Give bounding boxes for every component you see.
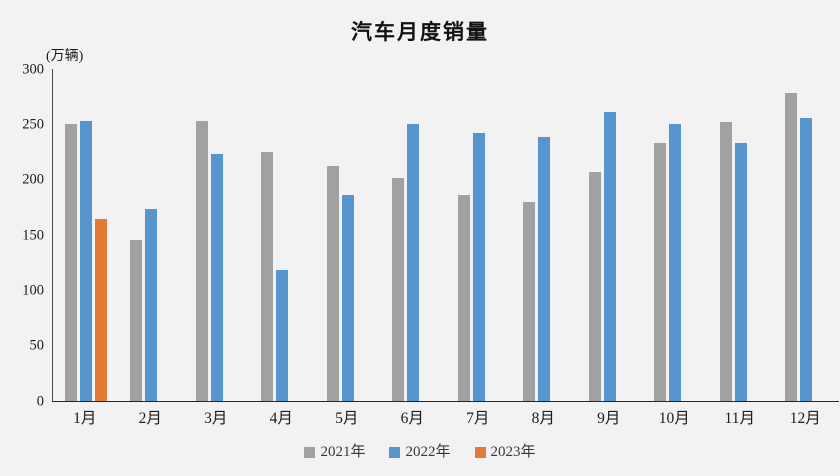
x-axis-label: 4月 bbox=[269, 410, 293, 427]
legend-label: 2021年 bbox=[320, 444, 366, 460]
y-tick-label: 0 bbox=[36, 392, 44, 409]
bar bbox=[407, 124, 420, 401]
bar-group bbox=[119, 69, 185, 401]
bar bbox=[669, 123, 682, 401]
legend-label: 2023年 bbox=[490, 444, 536, 460]
x-axis-labels: 1月 2月 3月 4月 5月 6月 7月 8月 9月 10月 11月 12月 bbox=[52, 406, 838, 428]
x-axis-label: 2月 bbox=[138, 410, 162, 427]
x-axis-label: 6月 bbox=[400, 410, 424, 427]
bar-group bbox=[446, 69, 512, 401]
bar bbox=[523, 201, 536, 401]
bar-group bbox=[708, 69, 774, 401]
bar-group bbox=[512, 69, 578, 401]
y-tick-label: 100 bbox=[22, 282, 44, 299]
legend-item: 2023年 bbox=[474, 444, 536, 460]
bar bbox=[588, 172, 601, 401]
bar bbox=[276, 270, 289, 401]
bar-group bbox=[53, 69, 119, 401]
bar-group bbox=[184, 69, 250, 401]
x-axis-label: 3月 bbox=[204, 410, 228, 427]
bar bbox=[654, 142, 667, 401]
plot-area bbox=[52, 69, 839, 401]
bar-group bbox=[315, 69, 381, 401]
bar bbox=[94, 218, 107, 401]
legend-swatch-icon bbox=[389, 447, 401, 458]
bar-group bbox=[381, 69, 447, 401]
y-tick-label: 150 bbox=[22, 226, 44, 243]
x-axis-label: 9月 bbox=[597, 410, 621, 427]
bar bbox=[326, 165, 339, 401]
legend-item: 2021年 bbox=[304, 445, 365, 460]
bar-group bbox=[577, 69, 643, 401]
bar-group bbox=[774, 69, 840, 401]
bar-group bbox=[250, 69, 316, 401]
bar bbox=[457, 194, 470, 401]
x-axis-label: 8月 bbox=[531, 410, 555, 427]
bar bbox=[210, 153, 223, 401]
x-axis-label: 7月 bbox=[466, 410, 490, 427]
x-axis-label: 11月 bbox=[724, 410, 755, 427]
legend: 2021年 2022年 2023年 bbox=[0, 445, 840, 460]
legend-label: 2022年 bbox=[405, 444, 451, 460]
bar bbox=[130, 239, 143, 401]
bar bbox=[538, 137, 551, 401]
bar bbox=[145, 208, 158, 401]
bar bbox=[341, 194, 354, 401]
bar bbox=[800, 118, 813, 401]
bar-group bbox=[643, 69, 709, 401]
bar bbox=[785, 92, 798, 401]
y-axis: 0 50 100 150 200 250 300 bbox=[0, 62, 45, 408]
legend-item: 2022年 bbox=[389, 444, 451, 460]
bar bbox=[719, 121, 732, 401]
bar bbox=[392, 178, 405, 401]
y-tick-label: 200 bbox=[22, 171, 44, 188]
x-axis-label: 1月 bbox=[73, 410, 97, 427]
bar bbox=[472, 133, 485, 401]
legend-swatch-icon bbox=[304, 447, 316, 458]
legend-swatch-icon bbox=[474, 447, 486, 458]
y-tick-label: 250 bbox=[22, 116, 44, 133]
x-axis-label: 10月 bbox=[658, 410, 690, 427]
y-axis-unit-label: (万辆) bbox=[46, 49, 84, 64]
bar bbox=[603, 112, 616, 401]
y-tick-label: 300 bbox=[22, 60, 44, 77]
bar bbox=[261, 151, 274, 401]
x-axis-line bbox=[52, 401, 839, 402]
x-axis-label: 12月 bbox=[789, 410, 821, 427]
bar bbox=[734, 143, 747, 401]
bar bbox=[79, 120, 92, 401]
bar bbox=[195, 121, 208, 401]
bar bbox=[64, 124, 77, 401]
x-axis-label: 5月 bbox=[335, 410, 359, 427]
y-tick-label: 50 bbox=[29, 337, 45, 354]
chart-title: 汽车月度销量 bbox=[351, 20, 489, 44]
